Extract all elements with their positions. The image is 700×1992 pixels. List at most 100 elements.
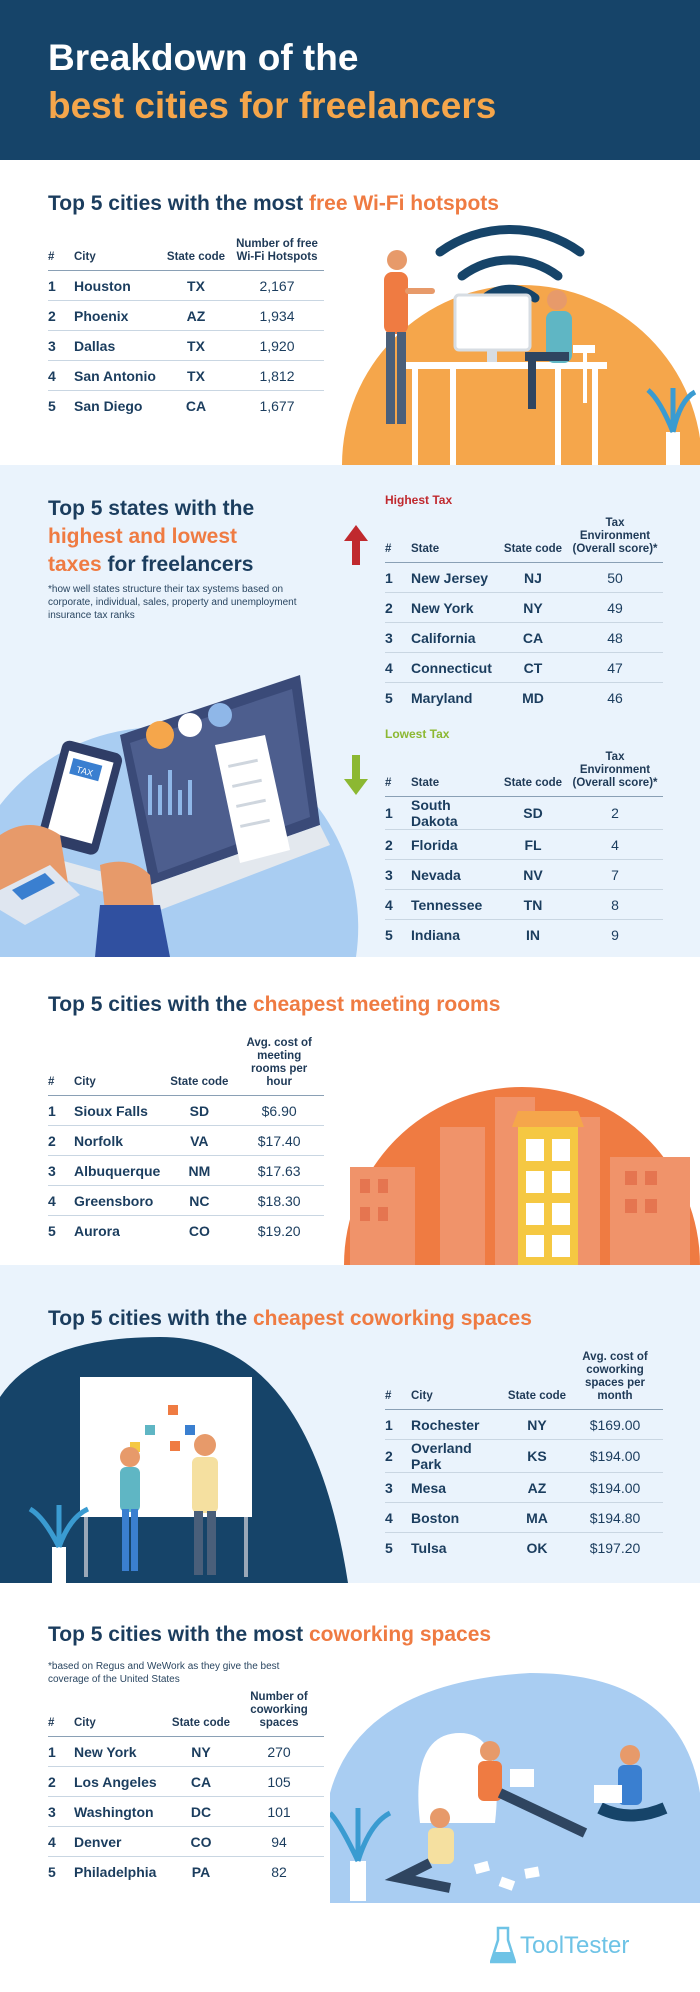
state-code: CT	[499, 652, 571, 683]
standing-person-icon	[384, 250, 435, 424]
city: Washington	[74, 1796, 168, 1827]
value: 1,812	[234, 360, 324, 391]
wifi-title: Top 5 cities with the most free Wi-Fi ho…	[48, 192, 499, 216]
whiteboard-illustration	[0, 1337, 348, 1583]
state-code: CO	[168, 1826, 238, 1857]
value: 46	[571, 682, 663, 713]
tablet-icon: TAX	[38, 740, 123, 855]
header-banner: Breakdown of the best cities for freelan…	[0, 0, 700, 160]
table-row: 4 Connecticut CT 47	[385, 652, 663, 683]
cowork-count-table: # City State code Number of coworking sp…	[48, 1691, 324, 1887]
lowest-tax-table: # State State code Tax Environment (Over…	[385, 751, 663, 950]
value: $169.00	[571, 1409, 663, 1440]
cowork-cost-title-highlight: cheapest coworking spaces	[252, 1307, 532, 1330]
page-title: Breakdown of the best cities for freelan…	[48, 34, 496, 130]
table-row: 2 Florida FL 4	[385, 829, 663, 860]
state-code: PA	[168, 1856, 238, 1887]
table-row: 1 Rochester NY $169.00	[385, 1409, 663, 1440]
wifi-title-text: Top 5 cities with the most	[48, 192, 309, 215]
col-city: City	[74, 1717, 96, 1729]
table-row: 4 Denver CO 94	[48, 1826, 324, 1857]
table-row: 4 Tennessee TN 8	[385, 889, 663, 920]
col-rank: #	[48, 1717, 55, 1729]
city: San Diego	[74, 390, 162, 421]
state-code: TN	[499, 889, 571, 920]
value: 9	[571, 919, 663, 950]
cowork-count-footnote: *based on Regus and WeWork as they give …	[48, 1661, 280, 1685]
city: Sioux Falls	[74, 1095, 165, 1126]
state-code: MD	[499, 682, 571, 713]
state: Nevada	[411, 859, 499, 890]
col-code: State code	[503, 543, 563, 555]
state-code: MA	[507, 1502, 571, 1533]
rank: 3	[385, 622, 411, 653]
rank: 2	[48, 1125, 74, 1156]
wifi-table: # City State code Number of free Wi-Fi H…	[48, 238, 324, 421]
rank: 2	[48, 1766, 74, 1797]
state: Maryland	[411, 682, 499, 713]
rank: 5	[385, 1532, 411, 1563]
value: 50	[571, 562, 663, 593]
taxes-title-line-3: for freelancers	[101, 553, 254, 576]
state-code: AZ	[507, 1472, 571, 1503]
col-rank: #	[48, 251, 55, 263]
kneeling-person-icon	[384, 1808, 454, 1893]
state-code: FL	[499, 829, 571, 860]
state-code: AZ	[162, 300, 234, 331]
wifi-section: Top 5 cities with the most free Wi-Fi ho…	[0, 160, 700, 465]
desk	[402, 362, 607, 369]
man-reading-person-icon	[478, 1741, 588, 1838]
table-row: 4 San Antonio TX 1,812	[48, 360, 324, 391]
rank: 4	[48, 360, 74, 391]
col-value: Tax Environment (Overall score)*	[572, 751, 658, 789]
table-row: 1 New York NY 270	[48, 1736, 324, 1767]
plant-icon	[646, 388, 697, 465]
woman-laptop-person-icon	[594, 1745, 668, 1822]
cowork-cost-title: Top 5 cities with the cheapest coworking…	[48, 1307, 532, 1331]
cowork-cost-title-text: Top 5 cities with the	[48, 1307, 253, 1330]
value: 48	[571, 622, 663, 653]
arrow-up-icon	[344, 525, 368, 565]
state-code: NY	[499, 592, 571, 623]
value: 94	[238, 1826, 324, 1857]
rank: 4	[48, 1185, 74, 1216]
rank: 5	[48, 1856, 74, 1887]
value: 82	[238, 1856, 324, 1887]
table-row: 1 Houston TX 2,167	[48, 270, 324, 301]
table-row: 3 Mesa AZ $194.00	[385, 1472, 663, 1503]
tax-laptop-illustration: TAX	[0, 675, 359, 957]
city: Aurora	[74, 1215, 165, 1246]
col-code: State code	[503, 777, 563, 789]
value: 1,677	[234, 390, 324, 421]
meeting-table: # City State code Avg. cost of meeting r…	[48, 1037, 324, 1246]
table-row: 3 Nevada NV 7	[385, 859, 663, 890]
city: Overland Park	[411, 1439, 507, 1473]
state-code: DC	[168, 1796, 238, 1827]
value: 4	[571, 829, 663, 860]
state: New York	[411, 592, 499, 623]
state-code: TX	[162, 360, 234, 391]
rank: 2	[385, 592, 411, 623]
col-rank: #	[385, 1390, 392, 1402]
state-code: CO	[164, 1215, 239, 1246]
meeting-title: Top 5 cities with the cheapest meeting r…	[48, 993, 500, 1017]
papers-icon	[473, 1860, 540, 1891]
col-rank: #	[385, 543, 392, 555]
table-row: 2 Los Angeles CA 105	[48, 1766, 324, 1797]
col-state: State	[411, 543, 440, 555]
value: 8	[571, 889, 663, 920]
state-code: NV	[499, 859, 571, 890]
value: 7	[571, 859, 663, 890]
table-row: 2 Overland Park KS $194.00	[385, 1439, 663, 1473]
value: $17.63	[238, 1155, 324, 1186]
col-state: State	[411, 777, 440, 789]
rank: 5	[385, 682, 411, 713]
city: Greensboro	[74, 1185, 165, 1216]
city: Tulsa	[411, 1532, 507, 1563]
rank: 4	[385, 1502, 411, 1533]
table-row: 1 New Jersey NJ 50	[385, 562, 663, 593]
state: California	[411, 622, 499, 653]
man-person-icon	[192, 1434, 218, 1575]
state: Tennessee	[411, 889, 499, 920]
